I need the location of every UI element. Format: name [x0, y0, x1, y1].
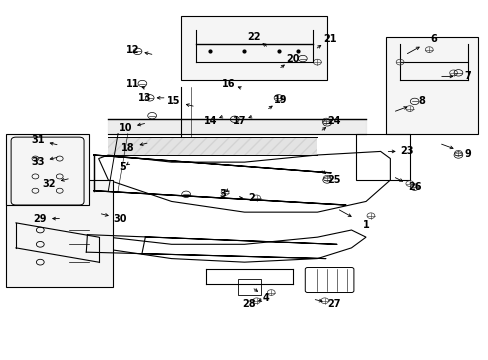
Text: 25: 25: [327, 175, 341, 185]
Text: 21: 21: [322, 34, 336, 44]
Text: 2: 2: [248, 193, 255, 203]
Text: 9: 9: [464, 149, 470, 159]
Text: 32: 32: [42, 179, 56, 189]
Text: 29: 29: [34, 213, 47, 224]
Text: 3: 3: [219, 189, 225, 199]
Text: 24: 24: [327, 116, 341, 126]
Text: 8: 8: [418, 96, 425, 107]
Text: 7: 7: [464, 71, 470, 81]
Text: 12: 12: [126, 45, 139, 55]
Text: 4: 4: [263, 293, 269, 303]
Text: 26: 26: [407, 182, 421, 192]
Text: 15: 15: [167, 96, 181, 107]
Text: 5: 5: [120, 162, 126, 172]
Text: 13: 13: [138, 93, 151, 103]
Text: 16: 16: [222, 78, 235, 89]
Text: 33: 33: [31, 157, 44, 167]
Text: 18: 18: [121, 143, 134, 153]
Text: 23: 23: [400, 147, 413, 157]
Text: 17: 17: [232, 116, 246, 126]
Text: 28: 28: [242, 299, 256, 309]
FancyBboxPatch shape: [6, 180, 113, 287]
Text: 31: 31: [31, 135, 44, 145]
Text: 27: 27: [327, 299, 341, 309]
Text: 10: 10: [119, 123, 132, 133]
Text: 20: 20: [286, 54, 299, 64]
Text: 22: 22: [247, 32, 261, 42]
Text: 19: 19: [274, 95, 287, 105]
FancyBboxPatch shape: [181, 16, 326, 80]
Text: 30: 30: [114, 213, 127, 224]
Text: 6: 6: [430, 34, 437, 44]
FancyBboxPatch shape: [6, 134, 89, 205]
Text: 11: 11: [126, 78, 139, 89]
Text: 14: 14: [203, 116, 217, 126]
Text: 1: 1: [362, 220, 368, 230]
FancyBboxPatch shape: [385, 37, 477, 134]
